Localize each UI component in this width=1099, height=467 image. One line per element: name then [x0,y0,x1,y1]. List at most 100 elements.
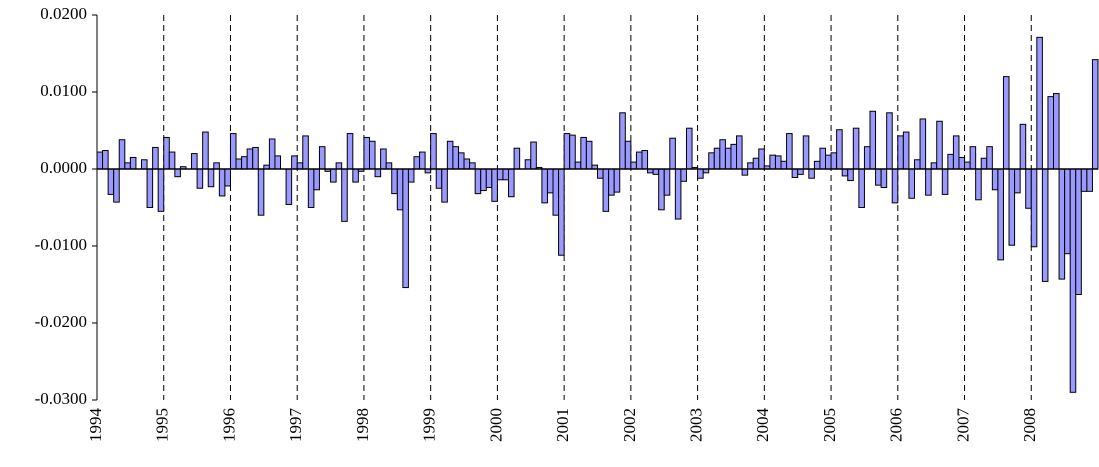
bar [313,168,320,191]
bar [407,168,415,183]
bar [1019,123,1027,170]
bar [191,153,198,170]
bar [213,162,220,170]
bar [341,168,348,222]
bar [229,133,237,170]
bar [574,161,582,170]
bar [752,157,760,170]
bar [430,133,437,170]
x-tick-label: 2007 [953,408,972,443]
bar [786,133,793,170]
bar [485,168,493,188]
bar [902,131,910,170]
bar [152,146,159,170]
bar [608,168,615,196]
bar [780,160,788,170]
bar [96,151,104,170]
bar [218,168,226,197]
bar [1069,168,1077,393]
bar [368,140,376,170]
bar [446,140,454,170]
x-tick-label: 2006 [887,408,906,442]
bar [941,168,949,195]
bar [546,168,554,194]
y-tick-label: -0.0300 [35,389,87,408]
bar [168,151,176,170]
bar [925,168,932,196]
bar [491,168,498,202]
bar [830,152,838,170]
bar [602,168,610,212]
bar [825,154,832,170]
bar [558,168,565,256]
bar [163,136,170,170]
bar [435,168,443,189]
bar [847,168,854,182]
bar [619,112,626,170]
bar [708,152,715,170]
bar [146,168,154,208]
bar [268,138,276,170]
bar [613,168,621,193]
bar [1030,168,1038,248]
bar [1091,59,1099,170]
bar [685,127,693,170]
bar [318,146,326,170]
bar [936,120,943,170]
bar [630,161,637,170]
bar [836,129,843,170]
bar [524,159,532,170]
bar [480,168,487,192]
bar [396,168,404,211]
bar [863,146,871,170]
bar [1008,168,1016,246]
bar [335,162,343,170]
bar [758,148,765,170]
bar [285,168,293,205]
bar [980,157,988,170]
bar [469,162,476,170]
bar [380,148,387,170]
x-tick-label: 2004 [753,408,772,443]
bar [858,168,865,208]
bar [730,143,738,170]
bar [897,135,904,170]
bar [641,150,649,170]
bar [819,147,827,170]
bar [107,168,115,195]
bar [669,137,676,170]
bar [797,168,804,175]
bar [129,156,137,170]
x-tick-label: 1998 [353,408,372,442]
x-tick-label: 2008 [1020,408,1039,442]
bar [875,168,882,186]
bar [597,168,604,179]
bar [274,155,282,170]
bar [541,168,548,204]
bar [1053,93,1060,170]
bar [235,158,243,170]
bar [346,133,354,170]
bar [124,162,131,170]
bar [363,136,370,170]
y-tick-label: 0.0100 [40,81,87,100]
bar [496,168,504,181]
bar [241,156,248,170]
bar [802,135,810,170]
bar [157,168,165,212]
bar [891,168,899,204]
bar [246,148,254,170]
bar [908,168,915,199]
bar [452,146,459,170]
bar [808,168,815,179]
bar [513,147,521,170]
bar [207,168,215,188]
x-tick-label: 2005 [820,408,839,442]
x-tick-label: 2001 [553,408,572,442]
x-tick-label: 2002 [620,408,639,442]
bar [302,135,309,170]
bar [1047,96,1055,170]
x-tick-label: 2003 [687,408,706,442]
bar [502,168,510,181]
